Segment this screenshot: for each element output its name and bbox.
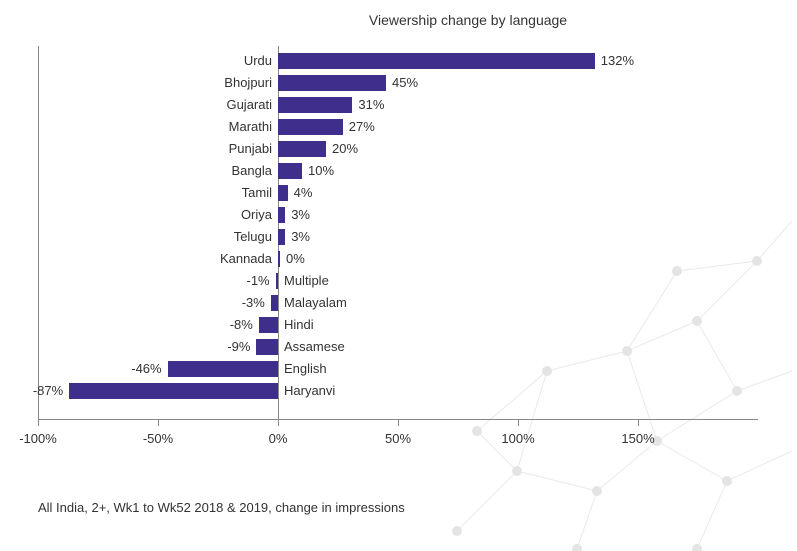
category-label: Malayalam xyxy=(284,295,347,310)
value-label: 4% xyxy=(294,185,313,200)
bar xyxy=(271,295,278,311)
x-tick-mark xyxy=(278,420,279,426)
category-label: Haryanvi xyxy=(284,383,335,398)
value-label: 3% xyxy=(291,229,310,244)
value-label: 132% xyxy=(601,53,634,68)
bar-row: Oriya 3% xyxy=(38,204,758,226)
bar-row: Bangla 10% xyxy=(38,160,758,182)
value-label: 0% xyxy=(286,251,305,266)
value-label: -9% xyxy=(227,339,250,354)
category-label: Bhojpuri xyxy=(224,75,272,90)
bar xyxy=(278,185,288,201)
category-label: English xyxy=(284,361,327,376)
bar-row: Urdu 132% xyxy=(38,50,758,72)
value-label: -46% xyxy=(131,361,161,376)
bar xyxy=(69,383,278,399)
value-label: 20% xyxy=(332,141,358,156)
category-label: Marathi xyxy=(229,119,272,134)
category-label: Tamil xyxy=(242,185,272,200)
bar-row: English -46% xyxy=(38,358,758,380)
bar-row: Punjabi 20% xyxy=(38,138,758,160)
category-label: Multiple xyxy=(284,273,329,288)
chart-footnote: All India, 2+, Wk1 to Wk52 2018 & 2019, … xyxy=(38,500,405,515)
bar-row: Gujarati 31% xyxy=(38,94,758,116)
x-tick-mark xyxy=(638,420,639,426)
x-tick-label: 100% xyxy=(501,431,534,446)
bar-row: Telugu 3% xyxy=(38,226,758,248)
bar xyxy=(278,207,285,223)
value-label: 27% xyxy=(349,119,375,134)
bar-row: Kannada 0% xyxy=(38,248,758,270)
category-label: Oriya xyxy=(241,207,272,222)
bar xyxy=(256,339,278,355)
bar-row: Multiple -1% xyxy=(38,270,758,292)
bar-row: Marathi 27% xyxy=(38,116,758,138)
category-label: Kannada xyxy=(220,251,272,266)
category-label: Gujarati xyxy=(226,97,272,112)
x-tick-label: 0% xyxy=(269,431,288,446)
bar xyxy=(259,317,278,333)
plot-area: -100%-50%0%50%100%150%Urdu132%Bhojpuri45… xyxy=(38,46,758,446)
bar xyxy=(278,141,326,157)
value-label: 3% xyxy=(291,207,310,222)
category-label: Assamese xyxy=(284,339,345,354)
x-tick-mark xyxy=(158,420,159,426)
x-tick-label: -50% xyxy=(143,431,173,446)
value-label: -3% xyxy=(242,295,265,310)
x-tick-mark xyxy=(398,420,399,426)
category-label: Bangla xyxy=(232,163,272,178)
bar-row: Haryanvi-87% xyxy=(38,380,758,402)
bar xyxy=(278,229,285,245)
category-label: Punjabi xyxy=(229,141,272,156)
bar xyxy=(168,361,278,377)
category-label: Telugu xyxy=(234,229,272,244)
x-tick-label: 150% xyxy=(621,431,654,446)
value-label: -8% xyxy=(230,317,253,332)
x-tick-label: -100% xyxy=(19,431,57,446)
x-tick-label: 50% xyxy=(385,431,411,446)
bar xyxy=(278,251,280,267)
bar xyxy=(278,163,302,179)
category-label: Urdu xyxy=(244,53,272,68)
category-label: Hindi xyxy=(284,317,314,332)
x-tick-mark xyxy=(518,420,519,426)
bar xyxy=(278,75,386,91)
chart-title: Viewership change by language xyxy=(178,12,758,28)
bar xyxy=(278,53,595,69)
bar-row: Assamese -9% xyxy=(38,336,758,358)
bar-row: Hindi -8% xyxy=(38,314,758,336)
bar xyxy=(278,119,343,135)
bar xyxy=(276,273,278,289)
value-label: 31% xyxy=(358,97,384,112)
viewership-chart: Viewership change by language -100%-50%0… xyxy=(38,12,758,472)
bar-row: Tamil 4% xyxy=(38,182,758,204)
bar-row: Malayalam -3% xyxy=(38,292,758,314)
value-label: 45% xyxy=(392,75,418,90)
bar xyxy=(278,97,352,113)
value-label: -87% xyxy=(33,383,63,398)
value-label: 10% xyxy=(308,163,334,178)
bar-row: Bhojpuri 45% xyxy=(38,72,758,94)
value-label: -1% xyxy=(246,273,269,288)
x-tick-mark xyxy=(38,420,39,426)
